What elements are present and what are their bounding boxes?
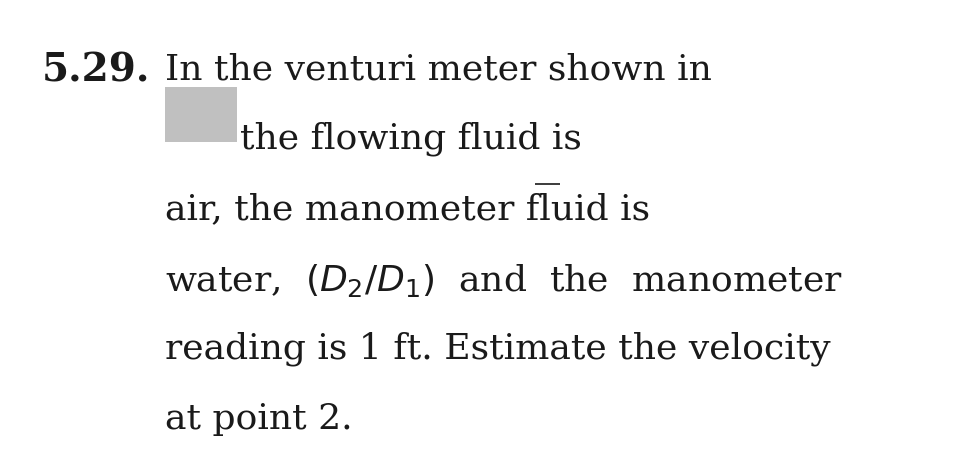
Text: the flowing fluid is: the flowing fluid is: [240, 122, 582, 156]
Text: at point 2.: at point 2.: [165, 401, 353, 435]
Bar: [165, 88, 237, 143]
Text: In the venturi meter shown in: In the venturi meter shown in: [165, 52, 712, 86]
Text: 5.29.: 5.29.: [42, 52, 150, 90]
Text: reading is 1 ft. Estimate the velocity: reading is 1 ft. Estimate the velocity: [165, 331, 830, 366]
Text: water,  $(D_2/D_1)$  and  the  manometer: water, $(D_2/D_1)$ and the manometer: [165, 262, 843, 298]
Text: air, the manometer fluid is: air, the manometer fluid is: [165, 191, 650, 225]
